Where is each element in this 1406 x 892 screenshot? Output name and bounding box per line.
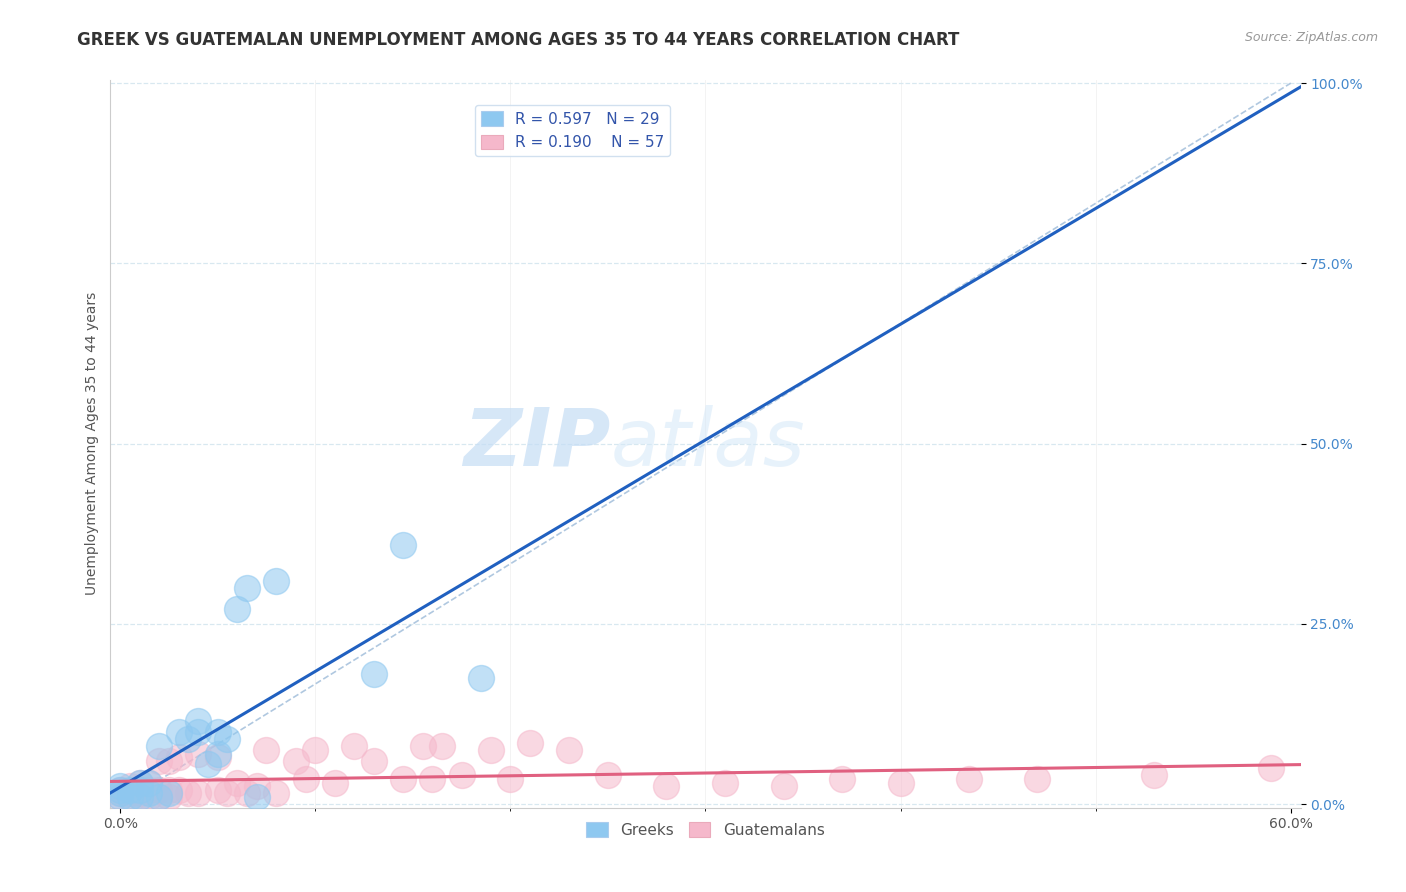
Text: GREEK VS GUATEMALAN UNEMPLOYMENT AMONG AGES 35 TO 44 YEARS CORRELATION CHART: GREEK VS GUATEMALAN UNEMPLOYMENT AMONG A… bbox=[77, 31, 960, 49]
Point bbox=[236, 581, 259, 595]
Point bbox=[479, 743, 502, 757]
Point bbox=[236, 786, 259, 800]
Point bbox=[108, 789, 131, 804]
Point bbox=[128, 786, 150, 800]
Point bbox=[157, 786, 180, 800]
Point bbox=[284, 754, 307, 768]
Point bbox=[519, 736, 541, 750]
Point bbox=[890, 775, 912, 789]
Point bbox=[148, 782, 170, 797]
Text: atlas: atlas bbox=[610, 405, 806, 483]
Point bbox=[430, 739, 453, 754]
Point bbox=[167, 725, 190, 739]
Point bbox=[167, 782, 190, 797]
Point bbox=[128, 775, 150, 789]
Point bbox=[217, 732, 239, 747]
Point bbox=[207, 747, 229, 761]
Point bbox=[157, 754, 180, 768]
Point bbox=[118, 786, 141, 800]
Point bbox=[187, 725, 209, 739]
Point bbox=[596, 768, 619, 782]
Point bbox=[470, 671, 492, 685]
Point bbox=[392, 772, 415, 786]
Point bbox=[450, 768, 472, 782]
Text: Source: ZipAtlas.com: Source: ZipAtlas.com bbox=[1244, 31, 1378, 45]
Y-axis label: Unemployment Among Ages 35 to 44 years: Unemployment Among Ages 35 to 44 years bbox=[86, 292, 100, 595]
Point bbox=[256, 743, 278, 757]
Point bbox=[138, 775, 160, 789]
Point bbox=[363, 667, 385, 681]
Text: ZIP: ZIP bbox=[463, 405, 610, 483]
Point bbox=[412, 739, 434, 754]
Point bbox=[1026, 772, 1049, 786]
Point bbox=[1143, 768, 1166, 782]
Point bbox=[108, 782, 131, 797]
Point bbox=[499, 772, 522, 786]
Point bbox=[558, 743, 581, 757]
Point bbox=[363, 754, 385, 768]
Point bbox=[343, 739, 366, 754]
Point bbox=[246, 789, 269, 804]
Point bbox=[294, 772, 316, 786]
Legend: Greeks, Guatemalans: Greeks, Guatemalans bbox=[581, 816, 831, 844]
Point bbox=[108, 786, 131, 800]
Point bbox=[304, 743, 326, 757]
Point bbox=[157, 782, 180, 797]
Point bbox=[264, 786, 287, 800]
Point bbox=[108, 789, 131, 804]
Point bbox=[831, 772, 853, 786]
Point bbox=[187, 714, 209, 729]
Point bbox=[108, 782, 131, 797]
Point bbox=[118, 782, 141, 797]
Point bbox=[207, 725, 229, 739]
Point bbox=[128, 789, 150, 804]
Point bbox=[148, 789, 170, 804]
Point bbox=[420, 772, 443, 786]
Point bbox=[1260, 761, 1282, 775]
Point bbox=[207, 750, 229, 764]
Point bbox=[655, 779, 678, 793]
Point bbox=[187, 747, 209, 761]
Point bbox=[148, 754, 170, 768]
Point bbox=[714, 775, 737, 789]
Point bbox=[118, 789, 141, 804]
Point bbox=[187, 786, 209, 800]
Point bbox=[138, 786, 160, 800]
Point bbox=[177, 732, 200, 747]
Point bbox=[138, 789, 160, 804]
Point bbox=[118, 779, 141, 793]
Point bbox=[128, 789, 150, 804]
Point bbox=[226, 775, 249, 789]
Point bbox=[148, 789, 170, 804]
Point bbox=[157, 789, 180, 804]
Point bbox=[772, 779, 794, 793]
Point bbox=[323, 775, 346, 789]
Point bbox=[207, 782, 229, 797]
Point bbox=[226, 602, 249, 616]
Point bbox=[197, 757, 219, 772]
Point bbox=[118, 789, 141, 804]
Point bbox=[128, 782, 150, 797]
Point bbox=[177, 786, 200, 800]
Point bbox=[108, 779, 131, 793]
Point bbox=[108, 786, 131, 800]
Point bbox=[128, 782, 150, 797]
Point bbox=[392, 538, 415, 552]
Point bbox=[246, 779, 269, 793]
Point bbox=[264, 574, 287, 588]
Point bbox=[128, 775, 150, 789]
Point bbox=[957, 772, 980, 786]
Point bbox=[138, 775, 160, 789]
Point bbox=[148, 739, 170, 754]
Point bbox=[138, 782, 160, 797]
Point bbox=[167, 750, 190, 764]
Point bbox=[217, 786, 239, 800]
